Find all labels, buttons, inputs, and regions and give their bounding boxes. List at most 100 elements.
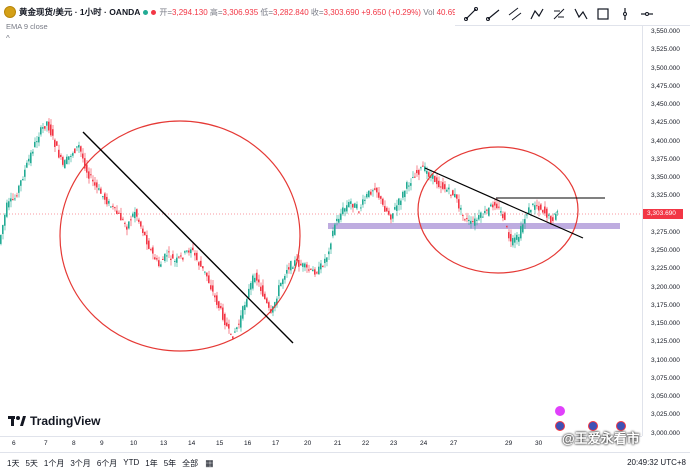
candle-body [26,162,28,168]
candle-body [402,191,404,198]
range-button[interactable]: 全部 [182,458,199,468]
candle-body [284,275,286,280]
candle-body [260,286,262,291]
candle-body [470,220,472,224]
candle-body [128,221,130,229]
candle-body [232,336,234,339]
candle-body [300,263,302,266]
support-zone[interactable] [328,223,620,229]
candle-body [186,250,188,252]
candle-body [312,269,314,272]
candle-body [4,214,6,226]
channel-icon[interactable] [507,6,523,22]
candle-body [180,255,182,257]
candle-body [132,213,134,217]
candle-body [130,219,132,221]
vol-value: 40.69K [436,7,462,17]
candle-body [30,152,32,164]
right-trend-line[interactable] [424,167,584,239]
candle-body [386,207,388,212]
us-flag-event-icon[interactable] [616,421,626,431]
low-value: 3,282.840 [273,7,309,17]
candle-body [144,231,146,236]
date-range-icon[interactable]: ▦ [205,457,214,468]
candle-body [112,205,114,207]
symbol-title[interactable]: 黄金现货/美元 · 1小时 · OANDA [19,7,141,17]
price-axis[interactable]: 3,550.000 3,525.000 3,500.000 3,475.000 3,45… [642,26,690,437]
candle-body [376,187,378,193]
right-circle-annotation[interactable] [417,146,579,274]
event-marker-icon[interactable] [555,406,565,416]
candle-body [462,214,464,216]
price-chart[interactable] [0,26,642,436]
range-button[interactable]: 1天 [7,458,20,468]
candle-body [426,170,428,174]
range-button[interactable]: 3个月 [70,458,91,468]
candle-body [556,211,559,213]
chart-header: 黄金现货/美元 · 1小时 · OANDA 开=3,294.130 高=3,30… [4,4,462,20]
candle-body [314,269,316,275]
candle-body [204,271,206,273]
candle-body [484,210,486,214]
range-button[interactable]: 1个月 [43,458,65,468]
arrow-icon[interactable] [573,6,589,22]
ema-indicator-label[interactable]: EMA 9 close [6,22,48,31]
candle-body [500,211,502,213]
candle-body [176,257,178,263]
us-flag-event-icon[interactable] [555,421,565,431]
candle-body [16,195,18,197]
candle-body [104,193,106,200]
polyline-icon[interactable] [529,6,545,22]
candle-body [156,258,158,260]
candle-body [248,288,250,298]
fib-icon[interactable] [551,6,567,22]
candle-body [8,201,10,208]
candle-body [206,272,208,277]
candle-body [12,198,14,200]
tradingview-logo[interactable]: TradingView [8,414,100,428]
price-tick-label: 3,000.000 [651,429,680,437]
candle-body [102,196,104,198]
horizontal-line-icon[interactable] [639,6,655,22]
candle-body [256,272,258,281]
candle-body [490,204,492,207]
range-button[interactable]: 5天 [25,458,38,468]
candle-body [434,175,436,183]
candle-body [362,199,364,205]
time-tick-label: 17 [272,440,280,447]
candle-body [412,177,414,179]
us-flag-event-icon[interactable] [588,421,598,431]
clock-display[interactable]: 20:49:32 UTC+8 [627,458,686,467]
price-tick-label: 3,500.000 [651,64,680,72]
range-button[interactable]: 5年 [163,458,177,468]
candle-body [310,268,312,270]
range-button[interactable]: 6个月 [96,458,118,468]
trend-line-icon[interactable] [463,6,479,22]
candle-body [436,177,438,185]
candle-body [316,272,318,274]
candle-body [448,187,450,190]
candle-body [48,121,50,131]
price-tick-label: 3,025.000 [651,411,680,419]
candle-body [166,255,168,257]
range-button[interactable]: 1年 [145,458,158,468]
candle-body [326,257,328,262]
range-button[interactable]: YTD [123,457,140,467]
collapse-indicators-icon[interactable]: ^ [6,34,10,43]
ray-icon[interactable] [485,6,501,22]
time-axis[interactable]: 6 7 8 9 10 13 14 15 16 17 20 21 22 23 24 27 29 30 [0,436,642,451]
vertical-line-icon[interactable] [617,6,633,22]
candle-body [336,218,338,222]
price-tick-label: 3,425.000 [651,119,680,127]
rectangle-icon[interactable] [595,6,611,22]
candle-body [212,285,214,292]
candle-body [390,214,392,220]
candle-body [542,210,544,213]
candle-body [172,254,174,259]
candle-body [396,205,398,211]
candle-body [258,279,260,283]
candle-body [100,188,102,194]
left-trend-line[interactable] [82,131,294,344]
left-circle-annotation[interactable] [59,120,301,352]
candle-body [466,218,468,220]
